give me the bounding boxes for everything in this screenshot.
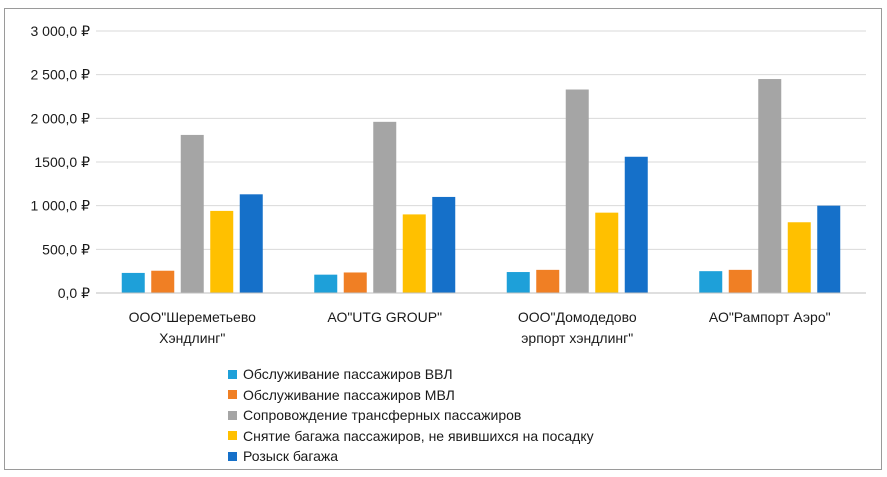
bar bbox=[151, 270, 175, 293]
category-label: ООО"Домодедово bbox=[518, 309, 637, 325]
category-label: АО"UTG GROUP" bbox=[327, 309, 442, 325]
bar bbox=[402, 214, 426, 293]
bar bbox=[343, 272, 367, 293]
legend-item: Сопровождение трансферных пассажиров bbox=[228, 405, 594, 426]
legend: Обслуживание пассажиров ВВЛ Обслуживание … bbox=[228, 364, 594, 467]
legend-swatch bbox=[228, 410, 237, 420]
y-tick-label: 1 000,0 ₽ bbox=[30, 198, 90, 214]
bar bbox=[758, 79, 782, 294]
category-label: АО"Рампорт Аэро" bbox=[709, 309, 831, 325]
category-label: Хэндлинг" bbox=[159, 330, 225, 346]
bars bbox=[121, 79, 841, 294]
legend-item: Обслуживание пассажиров МВЛ bbox=[228, 385, 594, 406]
bar bbox=[506, 272, 530, 293]
legend-swatch bbox=[228, 431, 237, 441]
category-labels: ООО"Шереметьево Хэндлинг" АО"UTG GROUP" ООО… bbox=[129, 309, 831, 346]
bar bbox=[536, 269, 560, 293]
y-tick-label: 2 000,0 ₽ bbox=[30, 110, 90, 126]
bar bbox=[565, 89, 589, 293]
bar bbox=[121, 272, 145, 293]
bar bbox=[239, 194, 263, 293]
legend-swatch bbox=[228, 451, 237, 461]
category-label: эрпорт хэндлинг" bbox=[521, 330, 633, 346]
y-tick-label: 0,0 ₽ bbox=[58, 285, 90, 301]
bar bbox=[373, 121, 397, 294]
legend-label: Снятие багажа пассажиров, не явившихся н… bbox=[243, 427, 594, 444]
y-tick-label: 2 500,0 ₽ bbox=[30, 67, 90, 83]
y-axis-tick-labels: 0,0 ₽ 500,0 ₽ 1 000,0 ₽ 1500,0 ₽ 2 000,0 ₽ 2 … bbox=[30, 23, 90, 301]
category-label: ООО"Шереметьево bbox=[129, 309, 257, 325]
legend-swatch bbox=[228, 390, 237, 400]
bar bbox=[432, 196, 456, 293]
y-tick-label: 500,0 ₽ bbox=[42, 241, 90, 257]
legend-label: Обслуживание пассажиров ВВЛ bbox=[243, 366, 453, 383]
bar bbox=[817, 205, 841, 293]
legend-label: Розыск багажа bbox=[243, 448, 339, 465]
bar bbox=[699, 271, 723, 293]
y-tick-label: 1500,0 ₽ bbox=[34, 154, 90, 170]
bar bbox=[314, 274, 338, 293]
legend-item: Снятие багажа пассажиров, не явившихся н… bbox=[228, 426, 594, 447]
bar bbox=[728, 269, 752, 293]
legend-swatch bbox=[228, 369, 237, 379]
legend-item: Обслуживание пассажиров ВВЛ bbox=[228, 364, 594, 385]
legend-label: Обслуживание пассажиров МВЛ bbox=[243, 386, 455, 403]
legend-label: Сопровождение трансферных пассажиров bbox=[243, 407, 522, 424]
bar bbox=[210, 210, 234, 293]
bar bbox=[787, 222, 811, 293]
y-tick-label: 3 000,0 ₽ bbox=[30, 23, 90, 39]
bar bbox=[624, 156, 648, 293]
bar bbox=[180, 134, 204, 293]
legend-item: Розыск багажа bbox=[228, 446, 594, 467]
bar bbox=[595, 212, 619, 293]
